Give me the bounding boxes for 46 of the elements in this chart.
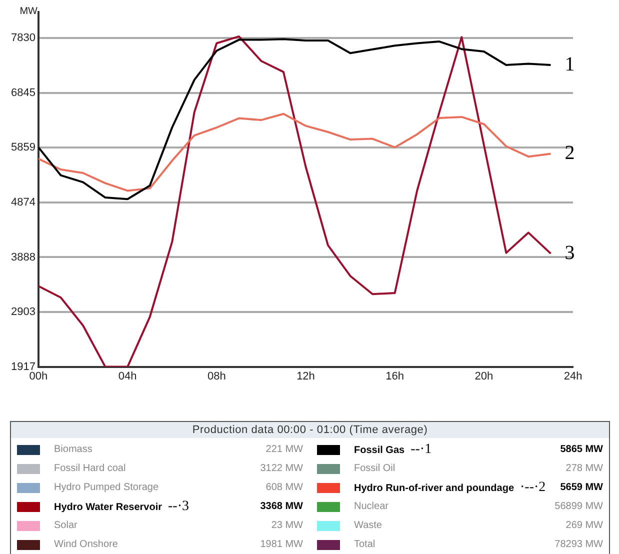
y-tick-label: 5859	[10, 142, 36, 154]
category-label: Wind Onshore	[54, 539, 119, 550]
text: 78293 MW	[554, 539, 603, 550]
x-tick-label: 20h	[474, 370, 494, 382]
text: 3122 MW	[260, 463, 303, 474]
text: --·1	[410, 442, 432, 456]
text: 3368 MW	[260, 501, 303, 512]
text: 23 MW	[271, 520, 303, 531]
text: 269 MW	[566, 520, 603, 531]
text: 56899 MW	[554, 501, 603, 512]
y-axis-title: MW	[20, 6, 38, 17]
category-label: Fossil Hard coal	[54, 463, 127, 474]
y-tick-label: 7830	[10, 32, 36, 44]
x-tick-label: 12h	[296, 370, 315, 382]
text: 608 MW	[266, 482, 303, 493]
y-tick-label: 6845	[10, 86, 36, 99]
category-label: Solar	[54, 520, 78, 531]
x-tick-label: 00h	[29, 370, 48, 382]
text: Production data 00:00 - 01:00 (Time average)	[11, 422, 609, 438]
text: 278 MW	[566, 463, 603, 474]
category-label: Fossil Oil	[354, 463, 396, 474]
text: 1981 MW	[260, 539, 303, 550]
annotation: 2	[564, 142, 575, 164]
text: 221 MW	[266, 444, 303, 455]
text: 5865 MW	[560, 444, 603, 455]
y-tick-label: 1917	[10, 360, 36, 373]
category-label: Hydro Water Reservoir	[54, 502, 162, 512]
y-tick-label: 4874	[10, 196, 36, 208]
x-tick-label: 16h	[386, 370, 404, 382]
category-label: Fossil Gas	[354, 444, 405, 456]
category-label: Hydro Run-of-river and poundage	[354, 482, 514, 494]
x-tick-label: 04h	[118, 370, 137, 382]
text: --·3	[168, 498, 189, 514]
y-tick-label: 3888	[10, 251, 36, 264]
text: ·--·2	[520, 480, 546, 494]
annotation: 3	[564, 242, 575, 264]
annotation: 1	[564, 53, 575, 76]
category-label: Total	[354, 539, 376, 550]
x-tick-label: 24h	[564, 370, 582, 382]
category-label: Waste	[354, 520, 383, 531]
x-tick-label: 08h	[207, 370, 226, 382]
category-label: Hydro Pumped Storage	[54, 482, 160, 493]
text: 5659 MW	[560, 482, 603, 493]
category-label: Nuclear	[354, 501, 390, 512]
category-label: Biomass	[54, 444, 94, 455]
y-tick-label: 2903	[10, 306, 36, 318]
